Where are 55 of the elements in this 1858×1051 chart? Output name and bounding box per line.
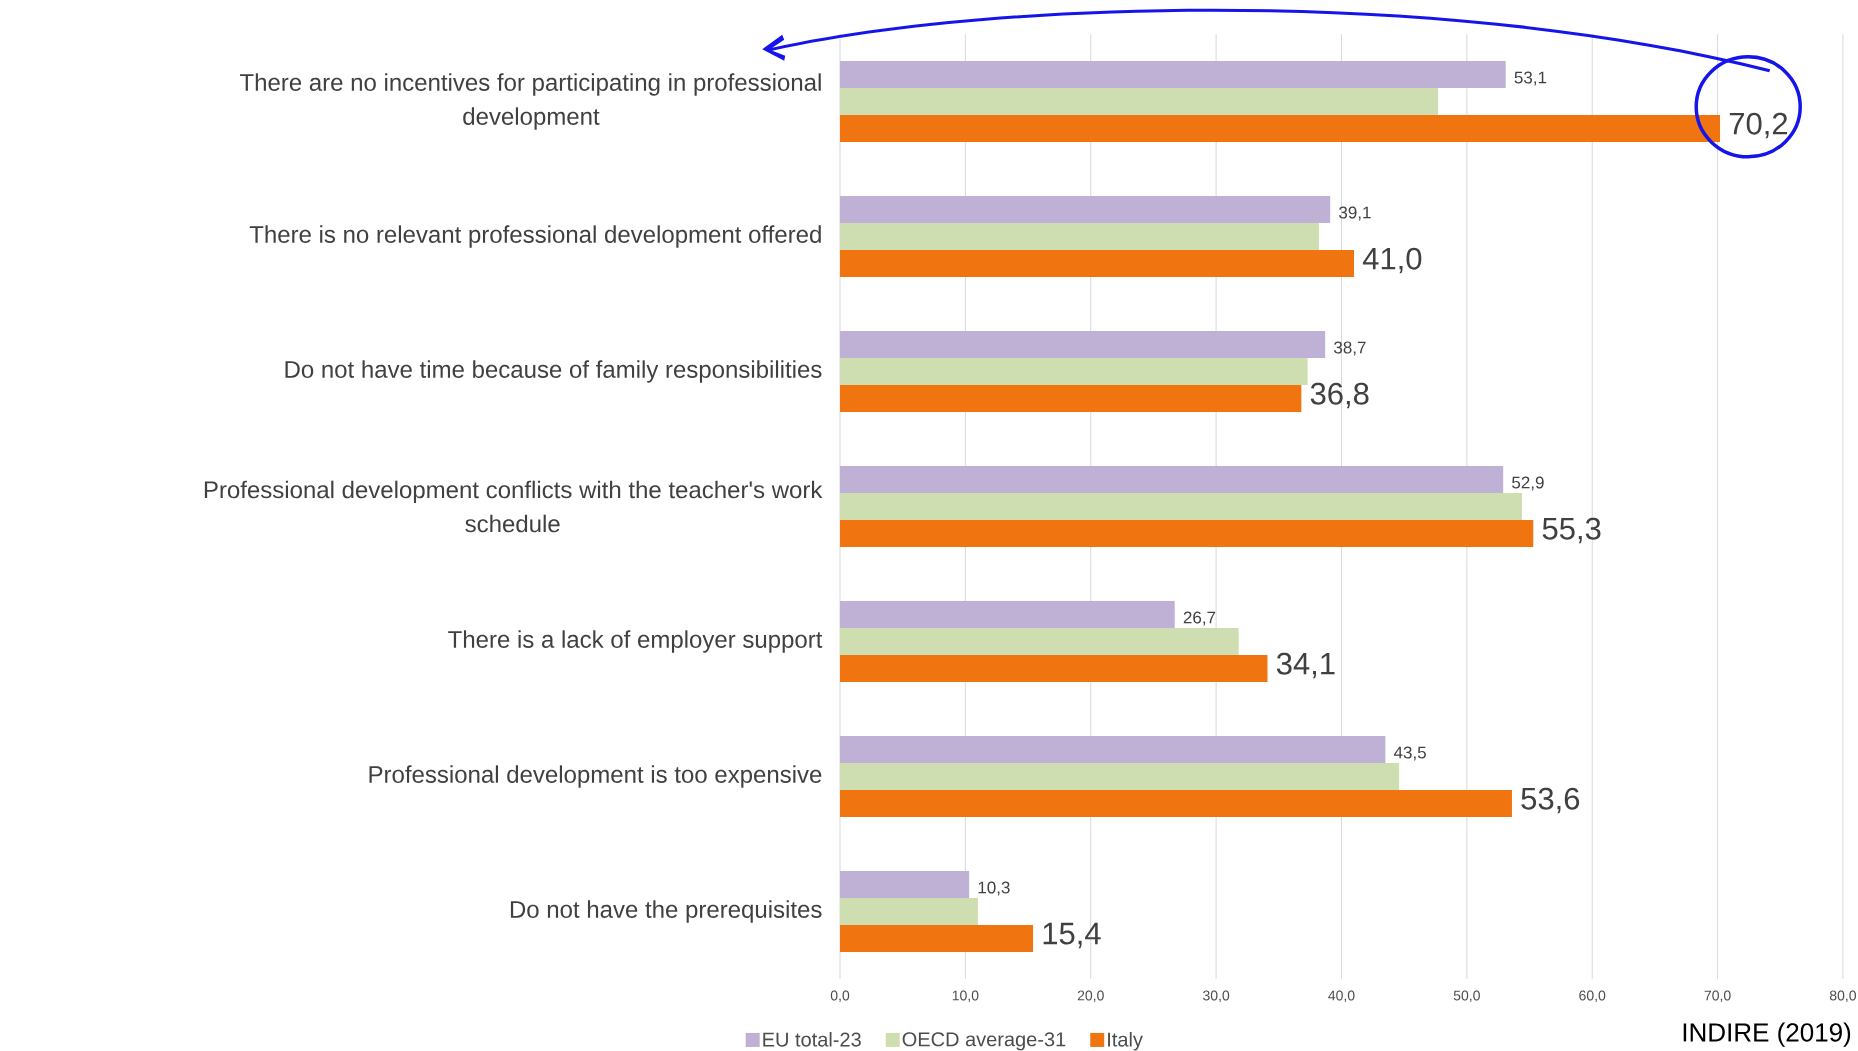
x-tick-label: 70,0	[1704, 990, 1731, 1003]
bar	[840, 736, 1386, 763]
bar	[840, 385, 1302, 412]
data-label: 41,0	[1362, 247, 1422, 274]
y-tick-label: Professional development is too expensive	[369, 765, 822, 788]
x-tick-label: 50,0	[1453, 990, 1480, 1003]
bar	[840, 628, 1239, 655]
bar	[840, 250, 1355, 277]
x-tick-label: 80,0	[1829, 990, 1857, 1003]
y-tick-label: Do not have time because of family responsibilities	[285, 360, 822, 383]
bar	[840, 898, 978, 925]
legend-label: OECD average-31	[902, 1032, 1066, 1051]
data-label: 26,7	[1183, 611, 1216, 626]
data-label: 38,7	[1334, 341, 1366, 356]
x-tick-label: 30,0	[1203, 990, 1230, 1003]
x-tick-label: 40,0	[1328, 990, 1355, 1003]
bar	[840, 871, 970, 898]
data-label: 10,3	[978, 881, 1010, 896]
y-tick-label: Do not have the prerequisites	[510, 900, 822, 923]
data-label: 15,4	[1043, 922, 1101, 949]
x-tick-label: 10,0	[952, 990, 979, 1003]
bar	[840, 61, 1506, 88]
y-tick-label: There are no incentives for participating in professional development	[240, 73, 821, 130]
x-tick-label: 0,0	[830, 990, 850, 1003]
x-tick-label: 20,0	[1077, 990, 1104, 1003]
data-label: 53,6	[1521, 787, 1580, 814]
legend-label: Italy	[1108, 1031, 1143, 1051]
data-label: 39,1	[1339, 206, 1371, 221]
bar	[840, 196, 1331, 223]
bar	[840, 466, 1504, 493]
data-label: 34,1	[1276, 652, 1335, 679]
data-label: 70,2	[1729, 112, 1788, 139]
bar	[840, 925, 1034, 952]
bar	[840, 88, 1438, 115]
data-label: 43,5	[1393, 746, 1426, 761]
bar	[840, 655, 1268, 682]
bar	[840, 790, 1512, 817]
text: INDIRE (2019)	[1683, 1022, 1851, 1047]
y-tick-label: There is no relevant professional development offered	[249, 225, 821, 248]
data-label: 53,1	[1514, 71, 1547, 86]
bar	[840, 331, 1326, 358]
bar	[840, 520, 1534, 547]
data-label: 52,9	[1512, 476, 1544, 491]
bar	[840, 601, 1175, 628]
data-label: 55,3	[1542, 517, 1601, 544]
x-tick-label: 60,0	[1579, 990, 1606, 1003]
bar	[840, 223, 1319, 250]
bar	[840, 115, 1721, 142]
bar	[840, 493, 1522, 520]
y-tick-label: Professional development conflicts with the teacher's work schedule	[204, 480, 823, 533]
y-tick-label: There is a lack of employer support	[448, 630, 823, 653]
data-label: 36,8	[1310, 382, 1369, 409]
legend-label: EU total-23	[763, 1031, 861, 1047]
bar	[840, 358, 1308, 385]
bar	[840, 763, 1400, 790]
